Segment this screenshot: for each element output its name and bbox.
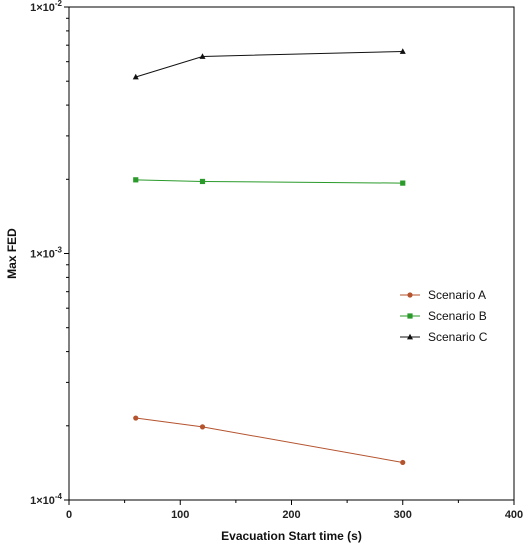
legend-item: Scenario C bbox=[400, 330, 488, 344]
y-tick-label: 1×10-3 bbox=[30, 246, 62, 261]
data-point bbox=[400, 459, 406, 466]
data-point bbox=[133, 415, 139, 421]
x-tick-label: 200 bbox=[282, 509, 300, 521]
series-3 bbox=[132, 48, 406, 80]
x-tick-label: 100 bbox=[171, 509, 189, 521]
data-point bbox=[199, 424, 206, 430]
y-axis-title: Max FED bbox=[5, 228, 19, 279]
legend-label: Scenario C bbox=[428, 330, 488, 344]
data-point bbox=[199, 178, 206, 185]
series-line bbox=[135, 417, 403, 463]
data-point bbox=[133, 177, 139, 183]
series-line bbox=[135, 50, 403, 78]
plot-frame bbox=[68, 6, 515, 501]
data-point bbox=[400, 180, 406, 186]
y-tick-label: 1×10-2 bbox=[30, 0, 62, 14]
series-1 bbox=[133, 415, 406, 466]
legend: Scenario A Scenario B Scenario C bbox=[400, 288, 488, 344]
data-point bbox=[132, 73, 139, 80]
legend-label: Scenario B bbox=[428, 309, 487, 323]
data-point bbox=[199, 53, 206, 59]
series-line bbox=[135, 179, 403, 184]
axes: 0 100 200 300 400 1×10-2 1×10-3 1×10-4 bbox=[30, 0, 523, 521]
x-tick-label: 300 bbox=[394, 509, 412, 521]
x-axis-title: Evacuation Start time (s) bbox=[221, 529, 362, 543]
x-tick-label: 400 bbox=[505, 509, 523, 521]
legend-label: Scenario A bbox=[428, 288, 486, 302]
legend-marker bbox=[407, 292, 413, 298]
legend-item: Scenario B bbox=[400, 309, 487, 323]
legend-item: Scenario A bbox=[400, 288, 486, 302]
data-point bbox=[399, 48, 406, 54]
series-layer bbox=[132, 48, 406, 466]
series-2 bbox=[133, 177, 406, 186]
legend-marker bbox=[407, 313, 413, 319]
x-tick-label: 0 bbox=[66, 509, 72, 521]
legend-marker bbox=[407, 333, 413, 340]
y-tick-label: 1×10-4 bbox=[30, 492, 62, 507]
